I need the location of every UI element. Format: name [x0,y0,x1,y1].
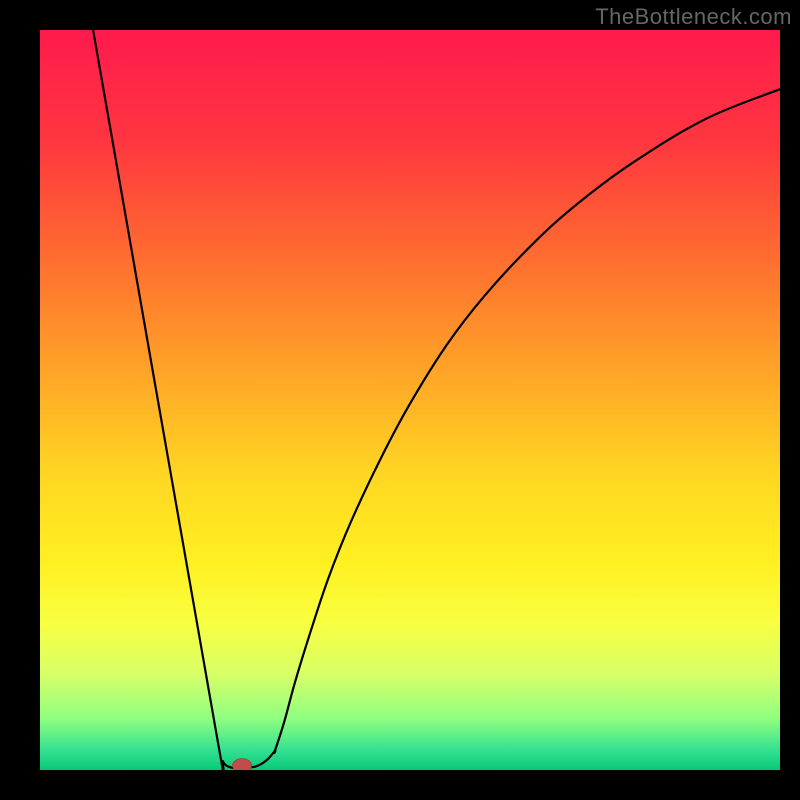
plot-area [40,30,780,770]
chart-frame: TheBottleneck.com [0,0,800,800]
optimal-marker [232,759,251,770]
watermark-text: TheBottleneck.com [595,4,792,30]
chart-svg [40,30,780,770]
gradient-background [40,30,780,770]
